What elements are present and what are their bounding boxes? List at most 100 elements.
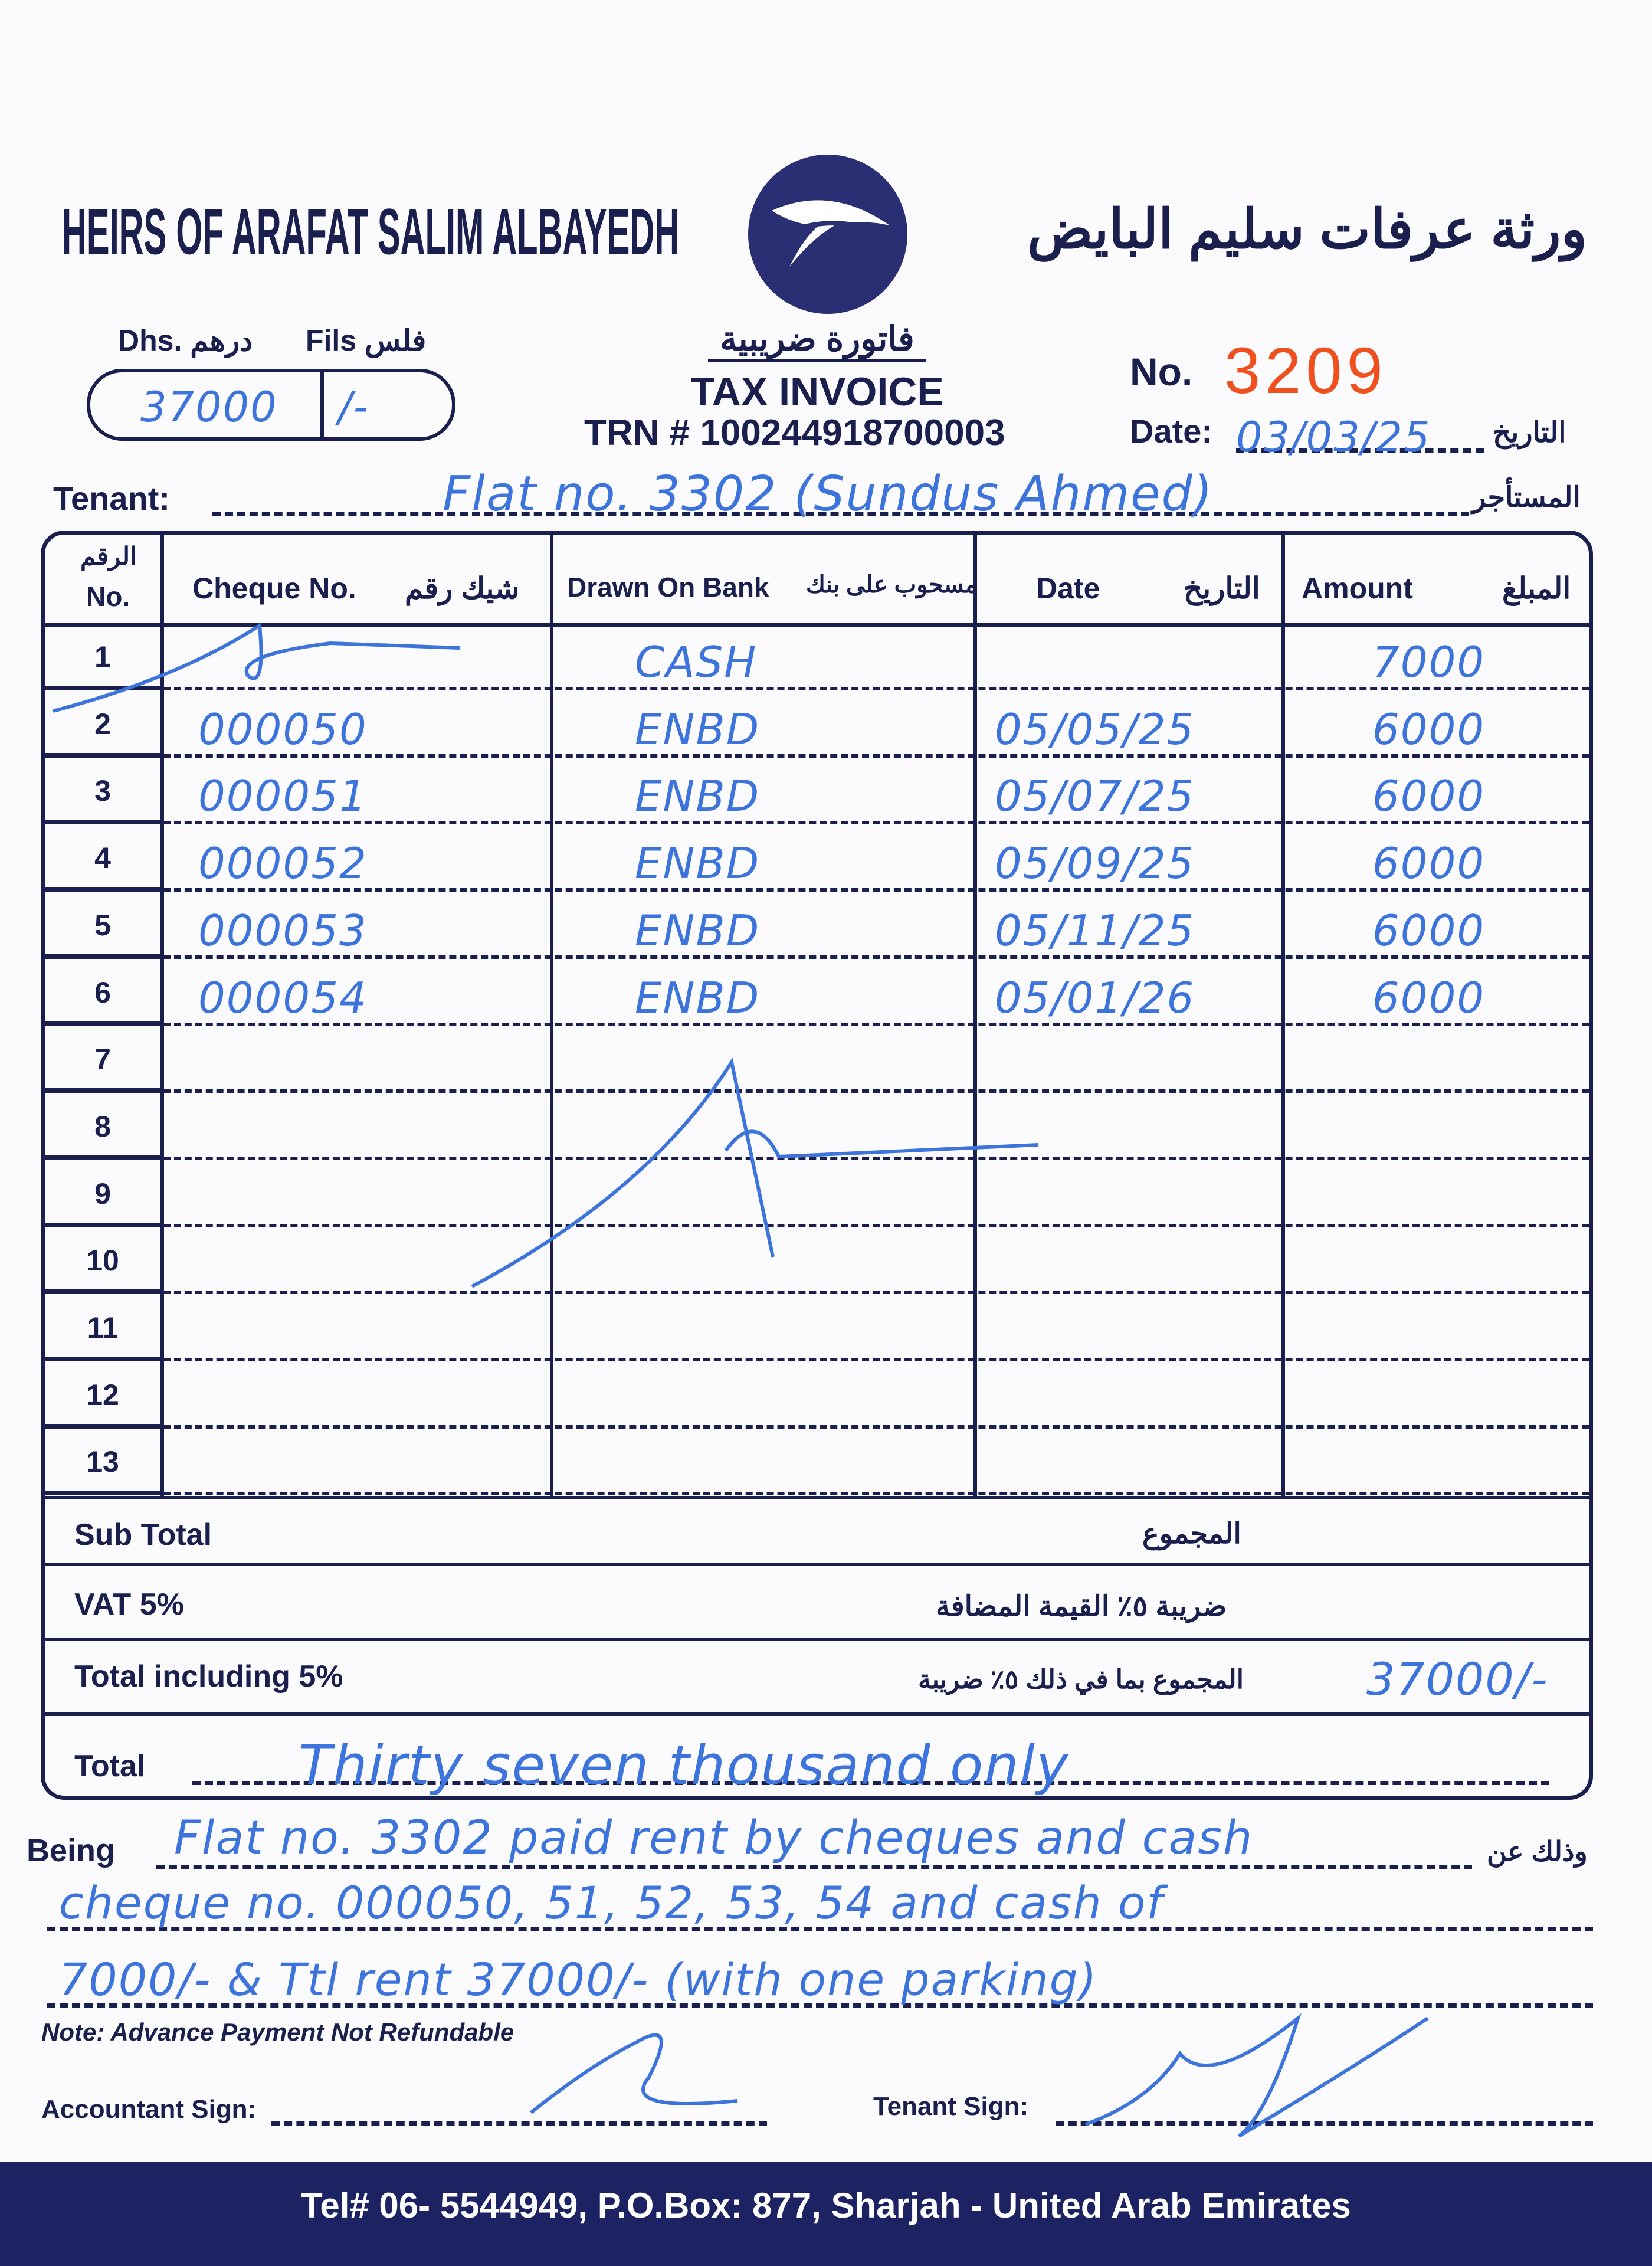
row-no: 13 (45, 1428, 160, 1496)
payment-table: الرقم No. Cheque No. شيك رقم Drawn On Ba… (41, 531, 1593, 1800)
date-label-ar: التاريخ (1493, 417, 1566, 448)
date-label: Date: (1130, 412, 1213, 450)
tenant-label-ar: المستأجر (1472, 482, 1581, 513)
row-no: 4 (45, 824, 160, 892)
tenant-sign-label: Tenant Sign: (873, 2092, 1029, 2121)
table-row: 8 (45, 1093, 1589, 1160)
total-label: Total (74, 1749, 146, 1783)
table-row: 10 (45, 1227, 1589, 1295)
row-amount: 6000 (1372, 771, 1486, 821)
total-including-row: Total including 5% المجموع بما في ذلك ٥٪… (45, 1638, 1589, 1716)
dhs-value: 37000 (140, 383, 278, 431)
table-row: 7 (45, 1026, 1589, 1093)
row-cheque: 000051 (198, 771, 368, 821)
row-no: 9 (45, 1160, 160, 1227)
tenant-sign-line (1056, 2098, 1593, 2126)
row-no: 10 (45, 1227, 160, 1295)
being-label: Being (27, 1833, 116, 1868)
row-date: 05/09/25 (995, 839, 1195, 889)
row-bank: ENBD (635, 704, 761, 754)
subtotal-row: Sub Total المجموع (45, 1496, 1589, 1566)
table-row: 6 000054 ENBD 05/01/26 6000 (45, 959, 1589, 1026)
row-bank: ENBD (635, 905, 761, 955)
total-including-label: Total including 5% (74, 1659, 343, 1694)
row-cheque: 000050 (198, 704, 368, 754)
being-line-2: cheque no. 000050, 51, 52, 53, 54 and ca… (59, 1877, 1164, 1929)
accountant-sign-label: Accountant Sign: (41, 2095, 257, 2124)
trn-number: TRN # 100244918700003 (584, 412, 1005, 453)
table-row: 12 (45, 1361, 1589, 1429)
row-no: 8 (45, 1093, 160, 1160)
invoice-number: 3209 (1224, 335, 1388, 407)
total-including-label-ar: المجموع بما في ذلك ٥٪ ضريبة (918, 1665, 1244, 1694)
row-bank: CASH (635, 637, 758, 687)
table-row: 4 000052 ENBD 05/09/25 6000 (45, 824, 1589, 892)
row-no: 2 (45, 690, 160, 758)
row-amount: 6000 (1372, 704, 1486, 754)
row-amount: 7000 (1372, 637, 1486, 687)
row-no: 1 (45, 623, 160, 690)
table-row: 1 CASH 7000 (45, 623, 1589, 690)
company-name-en: HEIRS OF ARAFAT SALIM ALBAYEDH (62, 195, 680, 269)
total-in-words: Thirty seven thousand only (299, 1734, 1070, 1797)
row-no: 11 (45, 1294, 160, 1361)
subtotal-label-ar: المجموع (1142, 1518, 1241, 1550)
header-no: No. (86, 581, 130, 612)
header-date: Date (1036, 572, 1100, 605)
table-header: الرقم No. Cheque No. شيك رقم Drawn On Ba… (45, 535, 1589, 627)
being-line-3: 7000/- & Ttl rent 37000/- (with one park… (59, 1953, 1098, 2006)
vat-label: VAT 5% (74, 1587, 184, 1622)
table-row: 2 000050 ENBD 05/05/25 6000 (45, 690, 1589, 758)
header-date-ar: التاريخ (1184, 572, 1260, 605)
tax-invoice-title: TAX INVOICE (690, 369, 944, 414)
row-cheque: 000052 (198, 839, 368, 889)
row-amount: 6000 (1372, 839, 1486, 889)
tenant-value: Flat no. 3302 (Sundus Ahmed) (442, 466, 1214, 522)
table-row: 11 (45, 1294, 1589, 1361)
eagle-logo-icon (748, 155, 907, 314)
row-date: 05/07/25 (995, 771, 1195, 821)
row-bank: ENBD (635, 972, 761, 1023)
table-row: 5 000053 ENBD 05/11/25 6000 (45, 892, 1589, 959)
header-amount: Amount (1302, 572, 1413, 605)
invoice-no-label: No. (1130, 350, 1193, 394)
header-cheque-ar: شيك رقم (405, 572, 520, 605)
table-row: 3 000051 ENBD 05/07/25 6000 (45, 757, 1589, 825)
company-name-ar: ورثة عرفات سليم البايض (1027, 199, 1587, 260)
header-bank: Drawn On Bank (567, 572, 769, 602)
footer-contact: Tel# 06- 5544949, P.O.Box: 877, Sharjah … (0, 2162, 1652, 2266)
fils-value: /- (338, 383, 369, 431)
tax-invoice-ar: فاتورة ضريبية (708, 319, 926, 362)
row-amount: 6000 (1372, 905, 1486, 955)
header-no-ar: الرقم (80, 542, 137, 570)
row-cheque: 000053 (198, 905, 368, 955)
vat-row: VAT 5% ضريبة ٥٪ القيمة المضافة (45, 1563, 1589, 1641)
header-cheque: Cheque No. (192, 572, 356, 605)
being-label-ar: وذلك عن (1487, 1836, 1588, 1866)
row-date: 05/01/26 (995, 972, 1195, 1023)
row-bank: ENBD (635, 839, 761, 889)
row-date: 05/05/25 (995, 704, 1195, 754)
row-no: 6 (45, 959, 160, 1026)
being-line-1: Flat no. 3302 paid rent by cheques and c… (174, 1812, 1254, 1865)
table-row: 13 (45, 1428, 1589, 1496)
row-date: 05/11/25 (995, 905, 1195, 955)
fils-label: Fils فلس (306, 324, 427, 357)
header-bank-ar: مسحوب على بنك (806, 572, 978, 598)
row-no: 7 (45, 1026, 160, 1093)
tenant-label: Tenant: (53, 480, 171, 517)
row-no: 5 (45, 892, 160, 959)
total-including-value: 37000/- (1366, 1653, 1549, 1705)
row-no: 3 (45, 757, 160, 825)
handwritten-signature-icon (53, 622, 1429, 2138)
subtotal-label: Sub Total (74, 1518, 212, 1552)
row-cheque: 000054 (198, 972, 368, 1023)
vat-label-ar: ضريبة ٥٪ القيمة المضافة (936, 1591, 1227, 1622)
accountant-sign-line (271, 2098, 767, 2126)
row-no: 12 (45, 1361, 160, 1429)
total-row: Total Thirty seven thousand only (45, 1712, 1589, 1799)
row-amount: 6000 (1372, 972, 1486, 1023)
dhs-label: Dhs. درهم (118, 324, 253, 357)
invoice-date: 03/03/25 (1236, 413, 1431, 461)
